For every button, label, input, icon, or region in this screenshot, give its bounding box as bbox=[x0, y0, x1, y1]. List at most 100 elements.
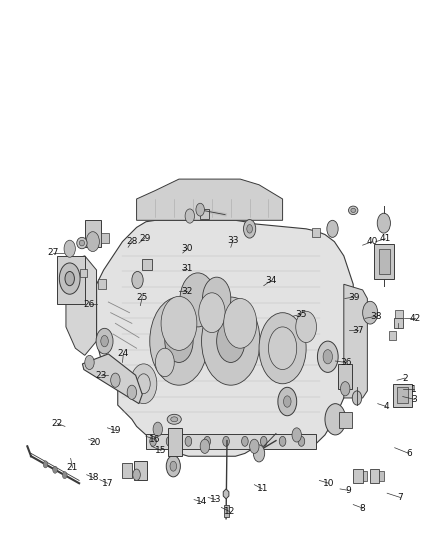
Text: 6: 6 bbox=[406, 449, 412, 458]
Circle shape bbox=[150, 437, 156, 446]
Ellipse shape bbox=[351, 208, 356, 213]
Text: 15: 15 bbox=[155, 446, 167, 455]
Circle shape bbox=[64, 240, 75, 257]
Circle shape bbox=[166, 437, 173, 446]
Circle shape bbox=[185, 209, 194, 223]
Circle shape bbox=[202, 277, 231, 320]
Ellipse shape bbox=[349, 206, 358, 215]
Circle shape bbox=[283, 396, 291, 407]
Bar bbox=[394, 318, 403, 328]
Circle shape bbox=[247, 224, 252, 233]
Circle shape bbox=[223, 437, 230, 446]
Text: 7: 7 bbox=[397, 493, 403, 502]
Circle shape bbox=[196, 203, 205, 216]
Circle shape bbox=[185, 437, 192, 446]
Circle shape bbox=[250, 439, 259, 454]
Circle shape bbox=[292, 428, 301, 442]
Circle shape bbox=[170, 461, 177, 471]
Text: 12: 12 bbox=[224, 507, 236, 516]
Polygon shape bbox=[146, 433, 315, 449]
Bar bbox=[353, 469, 363, 483]
Bar bbox=[121, 463, 132, 478]
Circle shape bbox=[340, 382, 350, 396]
Circle shape bbox=[224, 298, 257, 348]
Text: 8: 8 bbox=[360, 504, 366, 513]
Bar bbox=[312, 228, 320, 237]
Text: 21: 21 bbox=[67, 463, 78, 472]
Polygon shape bbox=[96, 220, 353, 456]
Text: 17: 17 bbox=[102, 479, 113, 488]
Bar bbox=[379, 249, 390, 273]
Circle shape bbox=[65, 271, 74, 286]
Text: 10: 10 bbox=[323, 479, 335, 488]
Text: 20: 20 bbox=[89, 438, 101, 447]
Bar bbox=[168, 428, 182, 456]
Text: 28: 28 bbox=[126, 237, 138, 246]
Circle shape bbox=[86, 232, 99, 252]
Circle shape bbox=[296, 311, 317, 343]
Circle shape bbox=[96, 328, 113, 354]
Text: 24: 24 bbox=[118, 350, 129, 358]
Circle shape bbox=[259, 313, 306, 384]
Text: 19: 19 bbox=[110, 426, 122, 435]
Circle shape bbox=[244, 220, 256, 238]
Circle shape bbox=[242, 437, 248, 446]
Text: 18: 18 bbox=[88, 473, 99, 482]
Polygon shape bbox=[66, 256, 96, 356]
Circle shape bbox=[133, 469, 140, 480]
Polygon shape bbox=[137, 179, 283, 220]
Ellipse shape bbox=[171, 417, 178, 422]
Text: 14: 14 bbox=[196, 497, 207, 506]
Bar bbox=[142, 260, 152, 270]
Text: 1: 1 bbox=[411, 385, 417, 394]
Text: 36: 36 bbox=[340, 358, 351, 367]
Text: 42: 42 bbox=[410, 314, 421, 323]
Circle shape bbox=[352, 391, 362, 405]
Bar bbox=[363, 471, 367, 481]
Text: 25: 25 bbox=[137, 293, 148, 302]
Circle shape bbox=[132, 271, 143, 288]
Circle shape bbox=[201, 297, 260, 385]
Polygon shape bbox=[223, 489, 229, 499]
Text: 31: 31 bbox=[182, 264, 193, 273]
Circle shape bbox=[278, 387, 297, 416]
Text: 23: 23 bbox=[95, 371, 106, 379]
Circle shape bbox=[318, 341, 338, 373]
Circle shape bbox=[127, 385, 137, 399]
Circle shape bbox=[323, 350, 332, 364]
Bar bbox=[98, 279, 106, 288]
Circle shape bbox=[261, 437, 267, 446]
Text: 16: 16 bbox=[149, 435, 160, 443]
Circle shape bbox=[165, 320, 193, 362]
Text: 9: 9 bbox=[346, 486, 351, 495]
Text: 35: 35 bbox=[296, 310, 307, 319]
Bar bbox=[370, 469, 379, 483]
Bar bbox=[397, 387, 408, 403]
Text: 22: 22 bbox=[52, 419, 63, 428]
Text: 11: 11 bbox=[257, 484, 268, 494]
Circle shape bbox=[327, 220, 338, 237]
Text: 32: 32 bbox=[181, 287, 192, 296]
Polygon shape bbox=[344, 284, 367, 398]
Ellipse shape bbox=[77, 237, 87, 249]
Circle shape bbox=[325, 403, 346, 435]
Text: 4: 4 bbox=[383, 402, 389, 411]
Circle shape bbox=[363, 301, 378, 324]
Bar bbox=[379, 471, 384, 481]
Bar bbox=[389, 331, 396, 340]
Text: 37: 37 bbox=[352, 326, 364, 335]
Text: 30: 30 bbox=[182, 244, 193, 253]
Text: 40: 40 bbox=[366, 237, 378, 246]
Text: 41: 41 bbox=[380, 235, 391, 243]
Bar bbox=[224, 505, 229, 518]
Circle shape bbox=[153, 422, 162, 437]
Circle shape bbox=[137, 374, 150, 394]
Circle shape bbox=[217, 320, 245, 362]
Text: 27: 27 bbox=[47, 248, 58, 257]
Bar bbox=[134, 461, 147, 480]
Text: 3: 3 bbox=[412, 395, 417, 404]
Circle shape bbox=[199, 293, 225, 333]
Text: 29: 29 bbox=[139, 233, 151, 243]
Circle shape bbox=[155, 348, 174, 377]
Bar bbox=[200, 209, 209, 219]
